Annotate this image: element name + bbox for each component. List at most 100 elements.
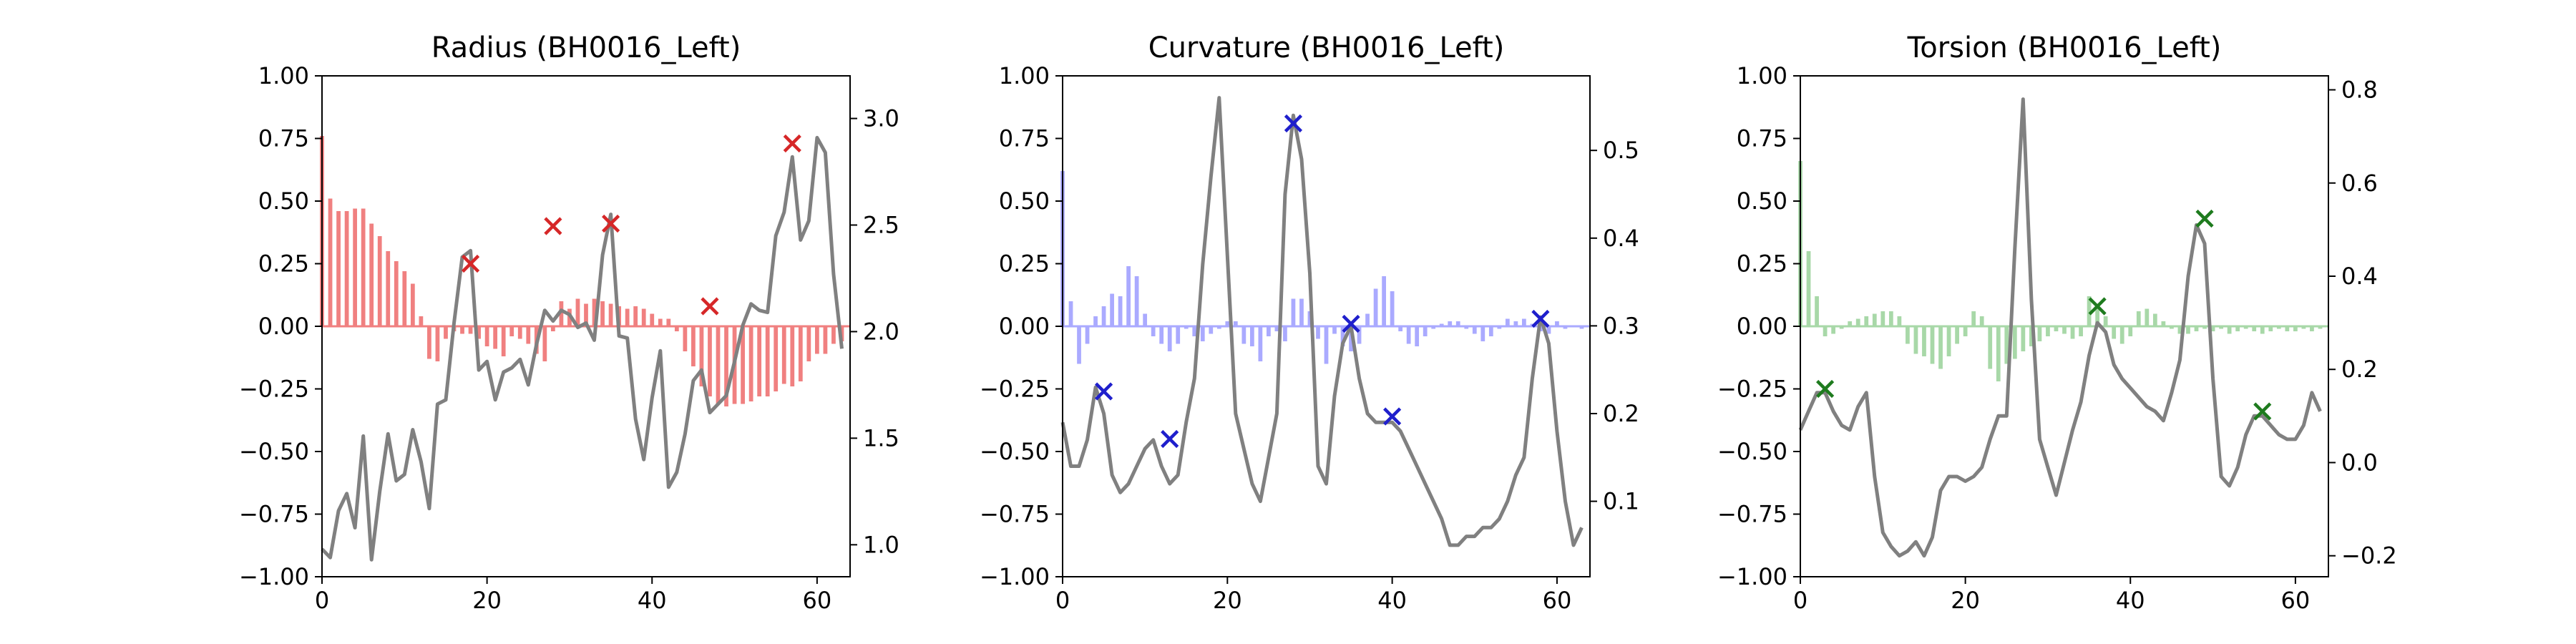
bar bbox=[410, 283, 415, 326]
peak-marker bbox=[2195, 209, 2214, 228]
bar bbox=[1373, 288, 1378, 326]
bar bbox=[484, 326, 489, 346]
bar bbox=[1555, 321, 1559, 326]
bar bbox=[2170, 326, 2174, 329]
bar bbox=[1340, 326, 1345, 346]
bar bbox=[2136, 311, 2141, 326]
bar bbox=[798, 326, 803, 381]
y-left-tick-label: −0.50 bbox=[1717, 438, 1787, 465]
bar bbox=[2219, 326, 2223, 329]
chart-title: Curvature (BH0016_Left) bbox=[1148, 31, 1505, 64]
bar bbox=[1093, 316, 1098, 326]
bar bbox=[1134, 276, 1139, 326]
bar bbox=[2268, 326, 2273, 331]
y-left-tick-label: 1.00 bbox=[258, 62, 309, 89]
bar bbox=[550, 326, 555, 331]
y-right-tick-label: 0.4 bbox=[1603, 225, 1639, 252]
bar bbox=[1267, 326, 1271, 336]
y-left-tick-label: 0.50 bbox=[258, 187, 309, 215]
bar bbox=[2070, 326, 2075, 339]
y-right-tick-label: 0.0 bbox=[2341, 449, 2378, 476]
bar bbox=[584, 303, 588, 326]
y-left-tick-label: 1.00 bbox=[999, 62, 1050, 89]
bar bbox=[468, 326, 473, 334]
bar bbox=[674, 326, 679, 331]
y-right-tick-label: 0.5 bbox=[1603, 137, 1639, 164]
bar bbox=[1922, 326, 1926, 356]
bar bbox=[336, 211, 341, 326]
y-left-tick-label: −0.75 bbox=[1717, 501, 1787, 528]
bar bbox=[394, 261, 399, 326]
bar bbox=[1996, 326, 2001, 381]
bar bbox=[1299, 298, 1304, 326]
bar bbox=[1880, 311, 1885, 326]
bar bbox=[1579, 326, 1584, 329]
y-right-tick-label: 2.0 bbox=[863, 318, 899, 345]
bar bbox=[2260, 326, 2265, 334]
peak-marker bbox=[1531, 309, 1550, 328]
x-tick-label: 60 bbox=[1543, 587, 1572, 614]
bar bbox=[1216, 326, 1221, 329]
bar bbox=[1546, 326, 1551, 334]
y-right-tick-label: 1.5 bbox=[863, 424, 899, 452]
bar bbox=[1955, 326, 1959, 344]
y-right-tick-label: 3.0 bbox=[863, 105, 899, 132]
bar bbox=[1143, 313, 1148, 326]
bar bbox=[1068, 301, 1073, 326]
bar bbox=[427, 326, 431, 359]
bar bbox=[2112, 326, 2117, 339]
bar bbox=[1225, 321, 1230, 326]
bar bbox=[1913, 326, 1918, 354]
bar bbox=[1455, 321, 1460, 326]
bar bbox=[2310, 326, 2314, 331]
x-tick-label: 60 bbox=[803, 587, 832, 614]
bar bbox=[592, 298, 597, 326]
bar bbox=[650, 313, 655, 326]
bar bbox=[1431, 326, 1436, 329]
bar bbox=[1249, 326, 1254, 346]
bar bbox=[2243, 326, 2248, 329]
y-left-tick-label: 0.25 bbox=[1737, 250, 1787, 278]
bar bbox=[2161, 321, 2166, 326]
bar bbox=[1184, 326, 1189, 329]
bar bbox=[1274, 326, 1279, 331]
bar bbox=[2293, 326, 2298, 331]
bar bbox=[1488, 326, 1493, 336]
bar bbox=[526, 326, 531, 344]
bar bbox=[2202, 326, 2207, 329]
bar bbox=[444, 326, 448, 339]
bar bbox=[2062, 326, 2067, 334]
y-right-tick-label: −0.2 bbox=[2341, 542, 2397, 570]
bar bbox=[1938, 326, 1943, 369]
bar bbox=[666, 318, 671, 326]
y-left-tick-label: 0.00 bbox=[258, 313, 309, 340]
bar bbox=[1872, 313, 1877, 326]
bar bbox=[2252, 326, 2257, 331]
bar bbox=[2128, 326, 2133, 336]
chart-panel-2: Curvature (BH0016_Left) 0 20 40 60 1.00 0.75 0.… bbox=[980, 31, 1639, 614]
x-tick-label: 20 bbox=[1951, 587, 1980, 614]
y-right-tick-label: 0.2 bbox=[1603, 400, 1639, 427]
bar bbox=[2119, 326, 2124, 344]
y-left-tick-label: 0.25 bbox=[258, 250, 309, 278]
bar bbox=[1176, 326, 1181, 344]
bar bbox=[2276, 326, 2281, 329]
x-tick-label: 40 bbox=[2116, 587, 2145, 614]
bar bbox=[2186, 326, 2190, 334]
bar bbox=[1839, 326, 1844, 329]
bar bbox=[748, 326, 753, 401]
bar bbox=[1806, 251, 1811, 326]
bar bbox=[1864, 316, 1869, 326]
bar bbox=[1077, 326, 1081, 364]
peak-marker bbox=[2088, 297, 2107, 316]
bar bbox=[1101, 306, 1106, 326]
y-right-tick-label: 0.2 bbox=[2341, 356, 2378, 383]
bar bbox=[1930, 326, 1935, 364]
bar bbox=[1085, 326, 1090, 344]
bar bbox=[1151, 326, 1156, 336]
x-tick-label: 0 bbox=[1793, 587, 1807, 614]
bar bbox=[1848, 321, 1853, 326]
bar bbox=[2046, 326, 2050, 336]
bar bbox=[2318, 326, 2323, 329]
chart-panel-3: Torsion (BH0016_Left) 0 20 40 60 1.00 0.75 0.50… bbox=[1717, 31, 2397, 614]
